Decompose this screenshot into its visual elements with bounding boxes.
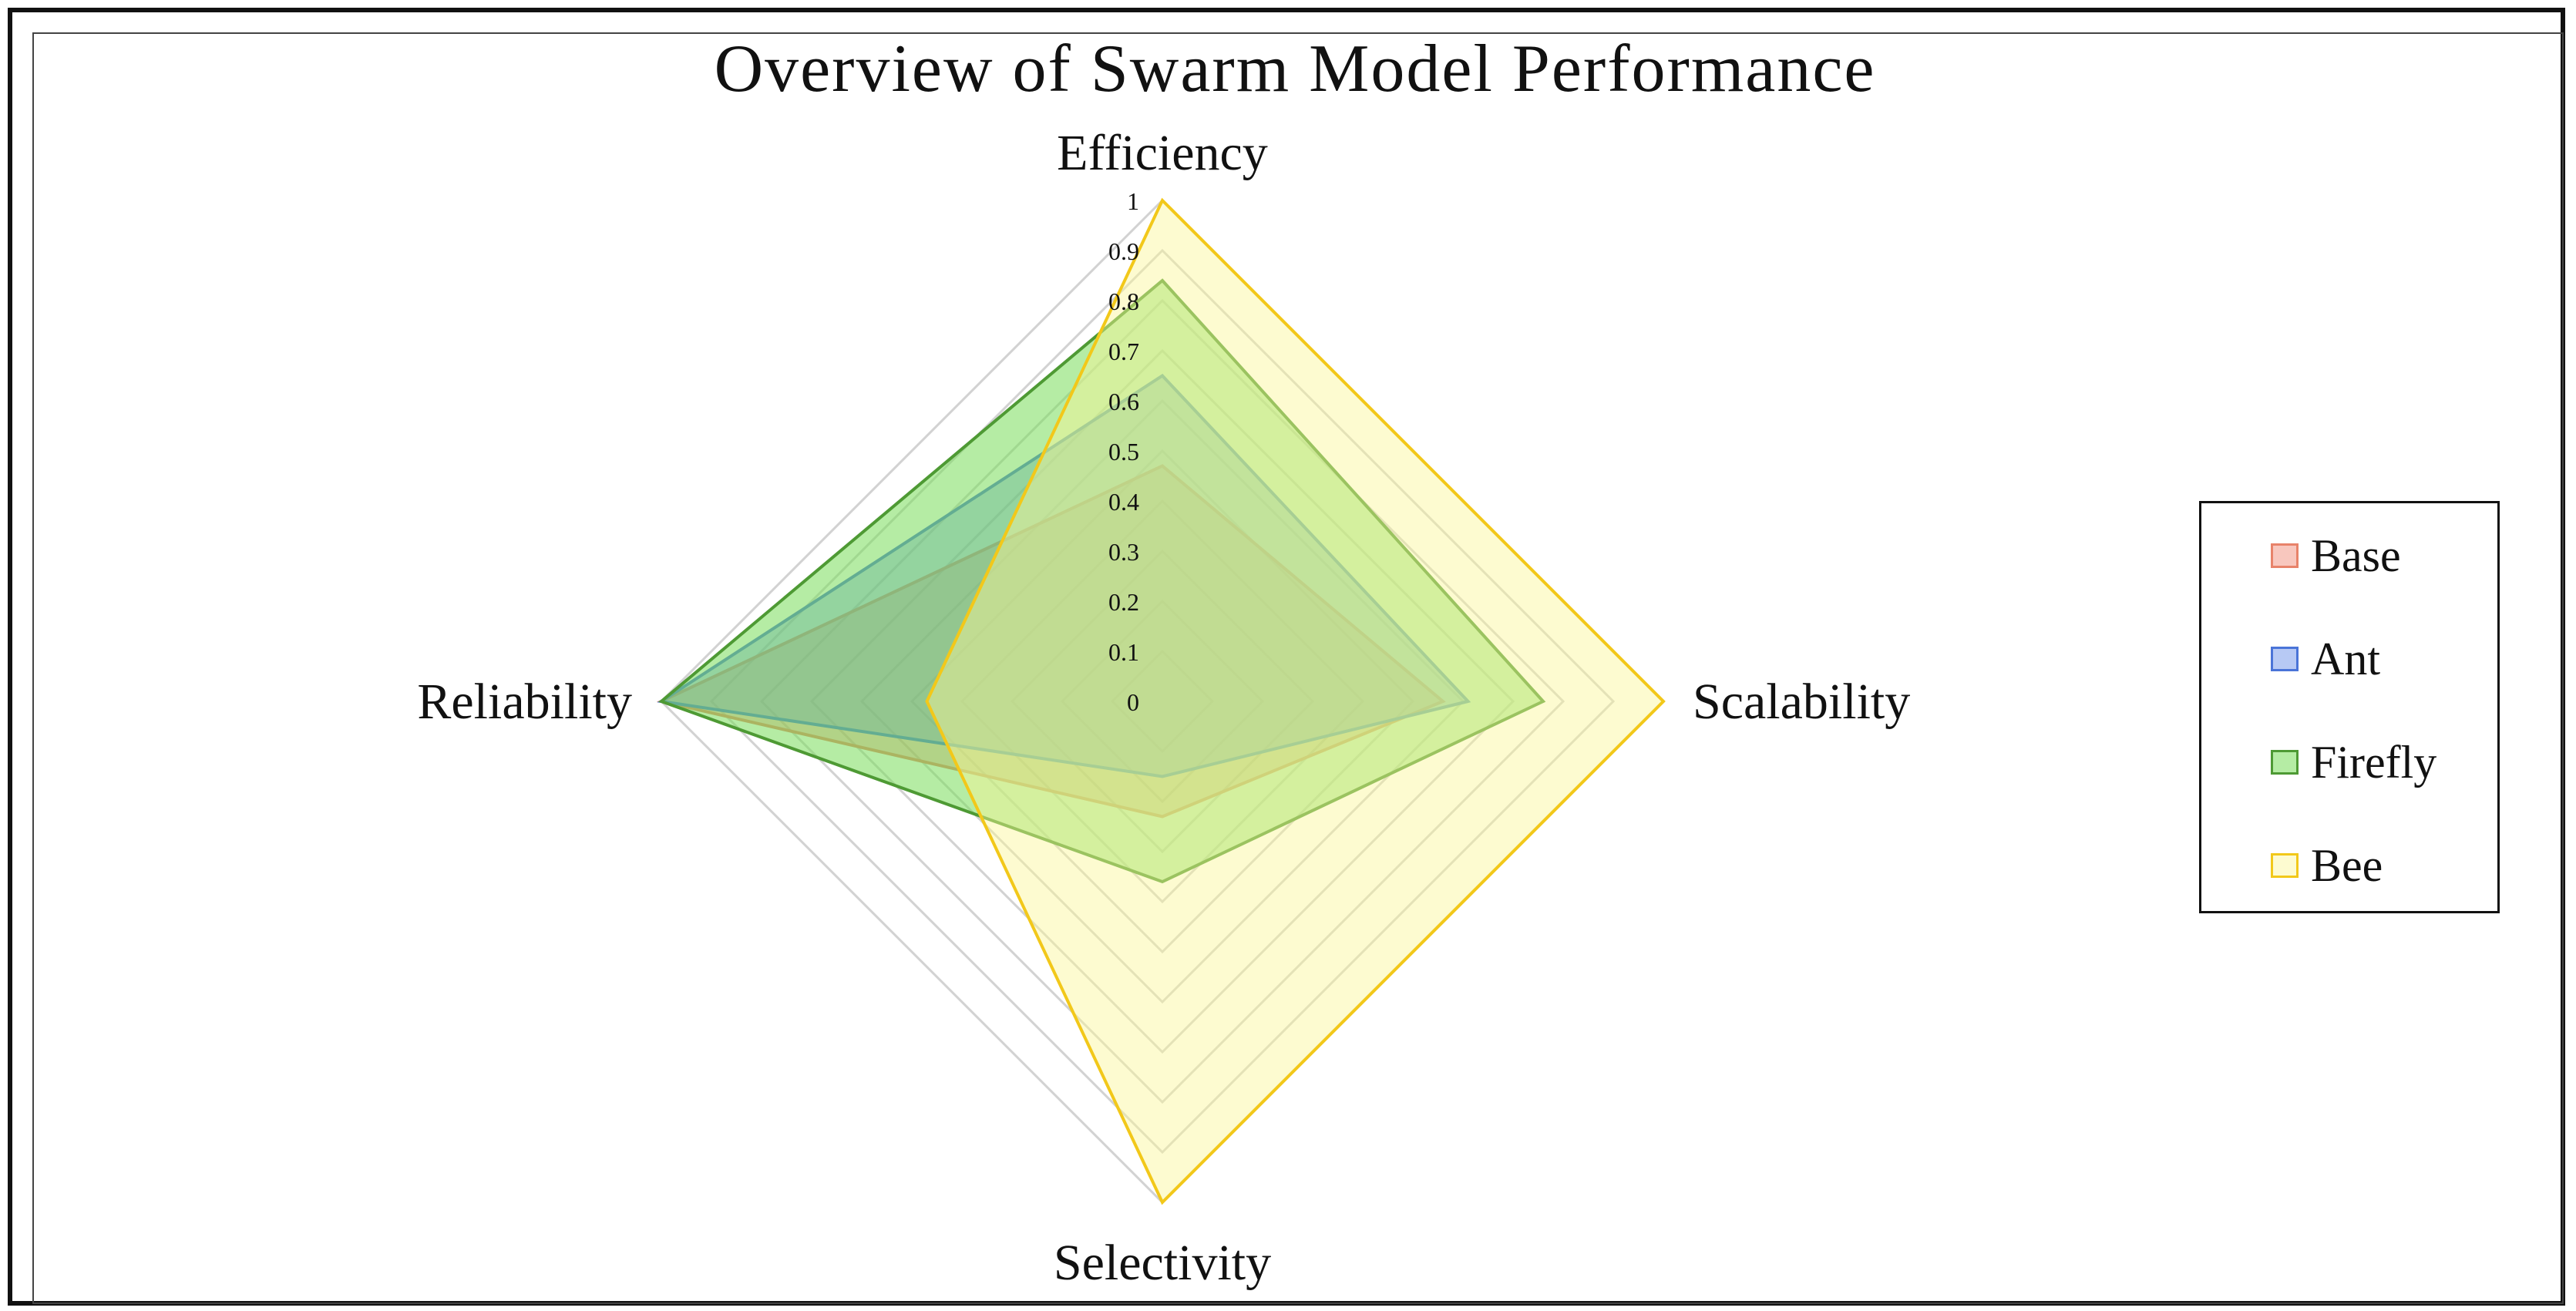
legend-item-base: Base — [2271, 533, 2401, 579]
legend-label-ant: Ant — [2311, 634, 2380, 684]
tick-label: 0.1 — [1108, 638, 1139, 666]
axis-label-scalability: Scalability — [1693, 674, 1910, 730]
axis-label-reliability: Reliability — [417, 674, 632, 730]
radar-axis-labels: Efficiency Scalability Selectivity Reliabil… — [417, 125, 1910, 1291]
legend-item-firefly: Firefly — [2271, 739, 2436, 785]
legend-swatch-base — [2271, 543, 2299, 568]
tick-label: 0.4 — [1108, 488, 1139, 516]
chart-frame-inner — [32, 32, 2564, 1304]
tick-label: 0.2 — [1108, 588, 1139, 616]
legend: Base Ant Firefly Bee — [2199, 501, 2500, 913]
legend-swatch-firefly — [2271, 750, 2299, 775]
axis-label-efficiency: Efficiency — [1057, 125, 1268, 181]
tick-label: 1 — [1127, 187, 1139, 215]
legend-swatch-ant — [2271, 647, 2299, 671]
legend-item-bee: Bee — [2271, 842, 2383, 889]
tick-label: 0.7 — [1108, 338, 1139, 365]
tick-label: 0.5 — [1108, 438, 1139, 466]
tick-label: 0 — [1127, 688, 1139, 716]
tick-label: 0.6 — [1108, 388, 1139, 415]
legend-label-bee: Bee — [2311, 840, 2383, 891]
legend-label-base: Base — [2311, 530, 2401, 581]
radar-series — [656, 197, 1666, 1205]
axis-label-selectivity: Selectivity — [1054, 1235, 1271, 1291]
legend-swatch-bee — [2271, 853, 2299, 878]
tick-label: 0.8 — [1108, 287, 1139, 315]
series-firefly-area — [658, 278, 1546, 884]
radar-tick-labels: 0 0.1 0.2 0.3 0.4 0.5 0.6 0.7 0.8 0.9 1 — [1108, 187, 1139, 716]
series-bee-area — [925, 197, 1666, 1205]
legend-label-firefly: Firefly — [2311, 737, 2437, 788]
chart-title: Overview of Swarm Model Performance — [715, 32, 1876, 106]
tick-label: 0.3 — [1108, 538, 1139, 566]
tick-label: 0.9 — [1108, 237, 1139, 265]
legend-item-ant: Ant — [2271, 636, 2380, 682]
